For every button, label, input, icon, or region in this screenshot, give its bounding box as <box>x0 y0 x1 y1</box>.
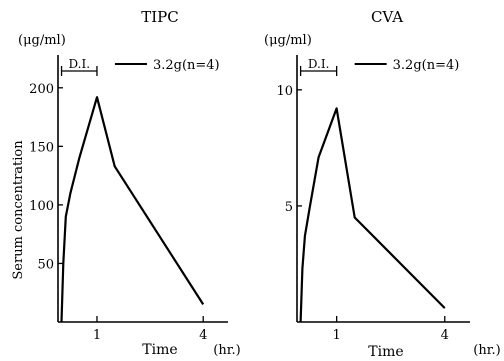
x-tick-label: 1 <box>93 328 101 343</box>
legend-label: 3.2g(n=4) <box>153 58 220 73</box>
x-unit-label: (hr.) <box>213 343 240 358</box>
y-tick-label: 5 <box>285 200 293 215</box>
x-axis-label: Time <box>142 342 177 358</box>
chart-title: TIPC <box>141 8 179 26</box>
infusion-label: D.I. <box>308 57 330 71</box>
panel-tipc: TIPC (μg/ml) Time (hr.) 50 100 150 200 1 4 D.I… <box>18 8 241 358</box>
infusion-label: D.I. <box>68 57 90 71</box>
y-tick-label: 50 <box>37 257 54 272</box>
x-unit-label: (hr.) <box>473 343 500 358</box>
x-axis-label: Time <box>368 344 403 360</box>
y-tick-label: 10 <box>276 84 293 99</box>
y-unit-label: (μg/ml) <box>18 33 66 48</box>
series-line <box>60 96 205 323</box>
x-tick-label: 1 <box>333 328 341 343</box>
y-unit-label: (μg/ml) <box>264 33 312 48</box>
y-axis-label: Serum concentration <box>11 140 26 280</box>
y-tick-label: 150 <box>29 140 54 155</box>
y-tick-label: 100 <box>29 199 54 214</box>
y-tick-label: 200 <box>29 82 54 97</box>
panel-cva: CVA (μg/ml) Time (hr.) 5 10 1 4 D.I. 3.2g(n=4… <box>264 8 501 360</box>
legend-label: 3.2g(n=4) <box>393 58 460 73</box>
series-line <box>299 107 446 323</box>
x-tick-label: 4 <box>441 328 449 343</box>
chart-title: CVA <box>371 8 403 26</box>
x-tick-label: 4 <box>199 328 207 343</box>
